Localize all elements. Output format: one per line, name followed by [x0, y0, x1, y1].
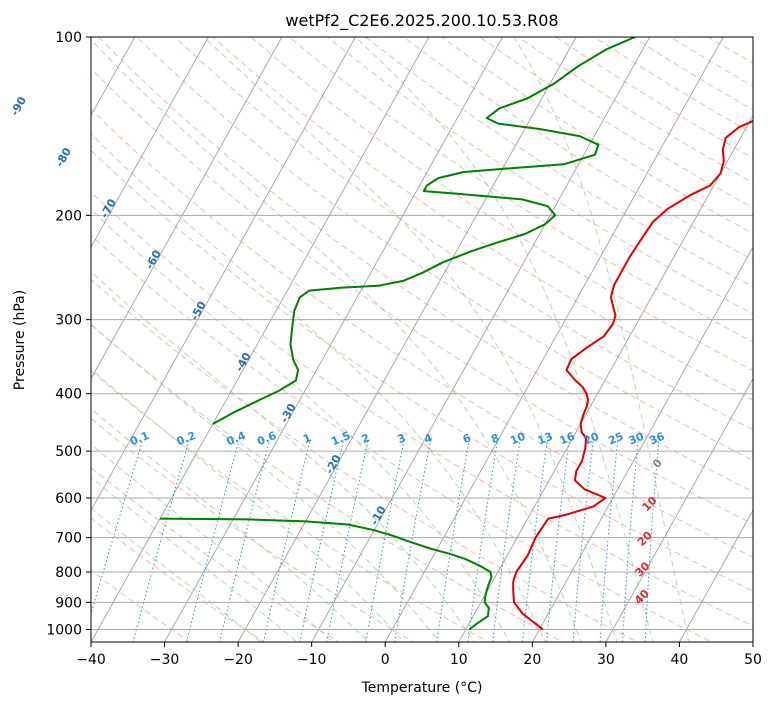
- mixing-ratio-label: 8: [489, 431, 501, 446]
- dry-adiabat: [91, 278, 639, 642]
- mixing-ratio-label: 25: [606, 430, 625, 448]
- y-tick-label: 900: [55, 595, 82, 611]
- mixing-ratio-line: [622, 440, 639, 642]
- mixing-ratio-line: [546, 440, 570, 642]
- x-tick-label: 10: [450, 652, 468, 668]
- pressure-gridlines: [91, 37, 753, 630]
- y-tick-label: 500: [55, 444, 82, 460]
- moist-adiabat: [91, 368, 405, 642]
- dry-adiabat: [91, 191, 753, 627]
- isotherm: [91, 37, 209, 248]
- mixing-ratio-line: [91, 440, 143, 616]
- moist-adiabat: [91, 271, 475, 642]
- isotherm: [605, 377, 753, 642]
- dry-adiabat: [174, 37, 753, 431]
- y-tick-label: 600: [55, 491, 82, 507]
- mixing-ratio-label: 2: [360, 431, 372, 446]
- mixing-ratio-line: [644, 440, 660, 642]
- x-axis-label: Temperature (°C): [361, 680, 483, 696]
- y-axis-label: Pressure (hPa): [12, 290, 28, 390]
- isotherm: [384, 37, 724, 642]
- mixing-ratio-line: [132, 440, 190, 642]
- mixing-ratio-label: 30: [627, 430, 646, 448]
- moist-adiabat: [203, 37, 618, 642]
- dry-adiabat: [91, 569, 191, 642]
- isotherm: [164, 37, 504, 642]
- y-tick-label: 200: [55, 208, 82, 224]
- isotherm: [458, 114, 753, 642]
- mixing-ratio-line: [492, 440, 521, 642]
- x-tick-label: 20: [523, 652, 541, 668]
- mixing-ratio-line: [436, 440, 470, 642]
- y-tick-label: 1000: [46, 622, 82, 638]
- moist-adiabat: [91, 443, 334, 642]
- background-lines: [91, 37, 753, 642]
- temperature-profile: [512, 119, 753, 631]
- x-tick-label: −20: [223, 652, 253, 668]
- moist-adiabat: [91, 323, 440, 642]
- isotherm: [678, 509, 753, 642]
- dewpoint-profile-2: [212, 37, 636, 425]
- dry-adiabat: [91, 149, 753, 592]
- sounding-series: [159, 37, 753, 631]
- isotherm: [237, 37, 577, 642]
- dry-adiabat: [326, 37, 753, 315]
- isotherm: [91, 37, 283, 380]
- dry-adiabat: [136, 37, 753, 461]
- mixing-ratio-line: [186, 440, 240, 642]
- mixing-ratio-label: 13: [536, 430, 555, 448]
- moist-adiabat: [513, 37, 690, 642]
- x-tick-label: 40: [671, 652, 689, 668]
- y-tick-label: 100: [55, 30, 82, 46]
- y-tick-label: 800: [55, 565, 82, 581]
- y-tick-label: 300: [55, 313, 82, 329]
- moist-adiabat: [91, 133, 546, 642]
- chart-title: wetPf2_C2E6.2025.200.10.53.R08: [285, 11, 558, 31]
- dewpoint-profile-1: [159, 517, 493, 631]
- dry-adiabat: [91, 370, 490, 642]
- y-tick-label: 400: [55, 387, 82, 403]
- x-tick-label: −30: [150, 652, 180, 668]
- moist-adiabat: [91, 476, 298, 642]
- mixing-ratio-label: 20: [582, 430, 601, 448]
- mixing-ratio-line: [521, 440, 548, 642]
- mixing-ratio-line: [599, 440, 619, 642]
- plot-frame: [90, 36, 754, 643]
- x-axis: −40 −30 −20 −10 0 10 20 30 40 50: [76, 642, 762, 668]
- dry-adiabat: [91, 417, 415, 642]
- isotherm: [531, 246, 753, 642]
- moist-adiabat: [354, 37, 654, 642]
- x-tick-label: 50: [744, 652, 762, 668]
- mixing-ratio-label: 36: [647, 430, 666, 448]
- x-tick-label: −10: [297, 652, 327, 668]
- mixing-ratio-label: 3: [396, 431, 408, 446]
- mixing-ratio-label: 16: [558, 430, 577, 448]
- x-tick-label: 0: [381, 652, 390, 668]
- isotherm: [91, 37, 356, 512]
- isotherm: [91, 37, 430, 642]
- moist-adiabat: [91, 38, 582, 642]
- y-tick-label: 700: [55, 531, 82, 547]
- y-axis: 100 200 300 400 500 600 700 800 900 1000: [46, 30, 91, 638]
- x-tick-label: −40: [76, 652, 106, 668]
- dry-adiabat: [91, 234, 713, 642]
- isotherm: [311, 37, 651, 642]
- mixing-ratio-line: [467, 440, 498, 642]
- mixing-ratio-label: 10: [508, 430, 527, 448]
- x-tick-label: 30: [597, 652, 615, 668]
- mixing-ratio-label: 1: [301, 431, 313, 446]
- dry-adiabat: [288, 37, 753, 343]
